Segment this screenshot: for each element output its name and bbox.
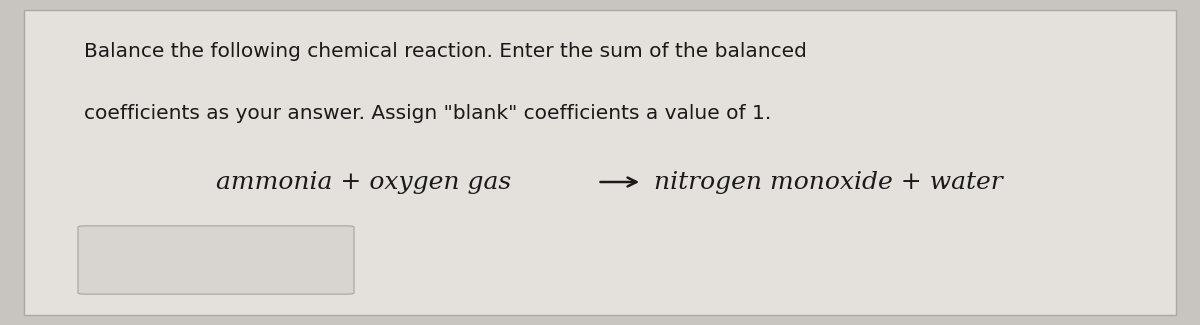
Text: Balance the following chemical reaction. Enter the sum of the balanced: Balance the following chemical reaction.… [84, 42, 806, 61]
Text: ammonia + oxygen gas: ammonia + oxygen gas [216, 171, 511, 193]
Text: nitrogen monoxide + water: nitrogen monoxide + water [654, 171, 1003, 193]
Text: coefficients as your answer. Assign "blank" coefficients a value of 1.: coefficients as your answer. Assign "bla… [84, 104, 772, 123]
